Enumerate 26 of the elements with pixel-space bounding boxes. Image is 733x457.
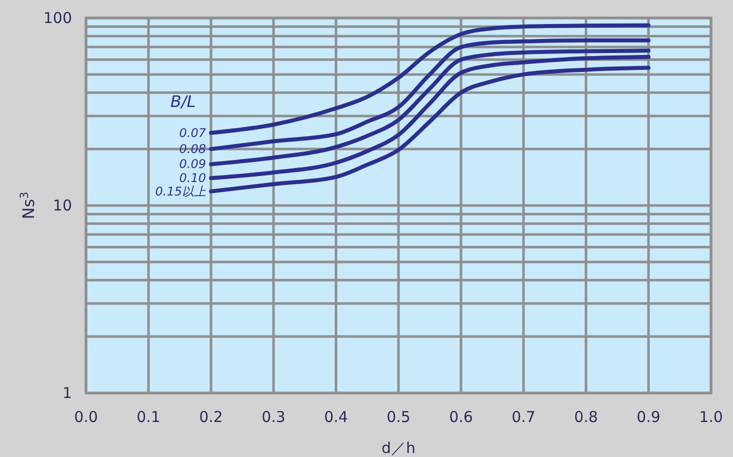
line-series: [209, 23, 650, 135]
line-series: [209, 54, 650, 180]
line-series: [209, 66, 650, 194]
x-tick-label: 0.5: [386, 408, 410, 426]
legend-title: B/L: [170, 92, 196, 111]
x-tick-label: 0.6: [449, 408, 473, 426]
x-tick-label: 0.3: [262, 408, 286, 426]
x-tick-label: 0.4: [324, 408, 348, 426]
series-label: 0.07: [179, 126, 206, 140]
x-axis-title: d／h: [381, 439, 416, 457]
x-tick-label: 0.8: [574, 408, 598, 426]
series-label: 0.08: [179, 142, 206, 156]
x-tick-label: 0.1: [136, 408, 160, 426]
series-label: 0.15以上: [155, 184, 206, 198]
x-tick-label: 0.2: [199, 408, 223, 426]
x-tick-label: 0.7: [512, 408, 536, 426]
line-series: [209, 48, 650, 166]
y-tick-label: 1: [62, 384, 72, 402]
y-tick-label: 10: [52, 196, 72, 214]
x-tick-label: 1.0: [699, 408, 723, 426]
x-tick-label: 0.9: [636, 408, 660, 426]
y-tick-label: 100: [43, 9, 72, 27]
series-label: 0.09: [179, 157, 206, 172]
x-tick-label: 0.0: [74, 408, 98, 426]
series-label: 0.10: [179, 171, 206, 186]
line-series: [209, 38, 650, 152]
